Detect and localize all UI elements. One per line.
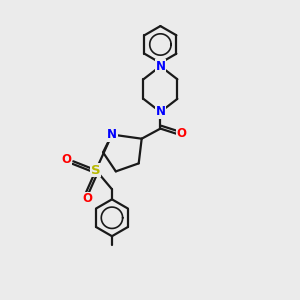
Text: S: S xyxy=(91,164,101,177)
Text: O: O xyxy=(176,127,187,140)
Text: N: N xyxy=(155,106,165,118)
Text: O: O xyxy=(82,192,93,205)
Text: N: N xyxy=(155,60,165,73)
Text: N: N xyxy=(107,128,117,141)
Text: O: O xyxy=(62,153,72,166)
